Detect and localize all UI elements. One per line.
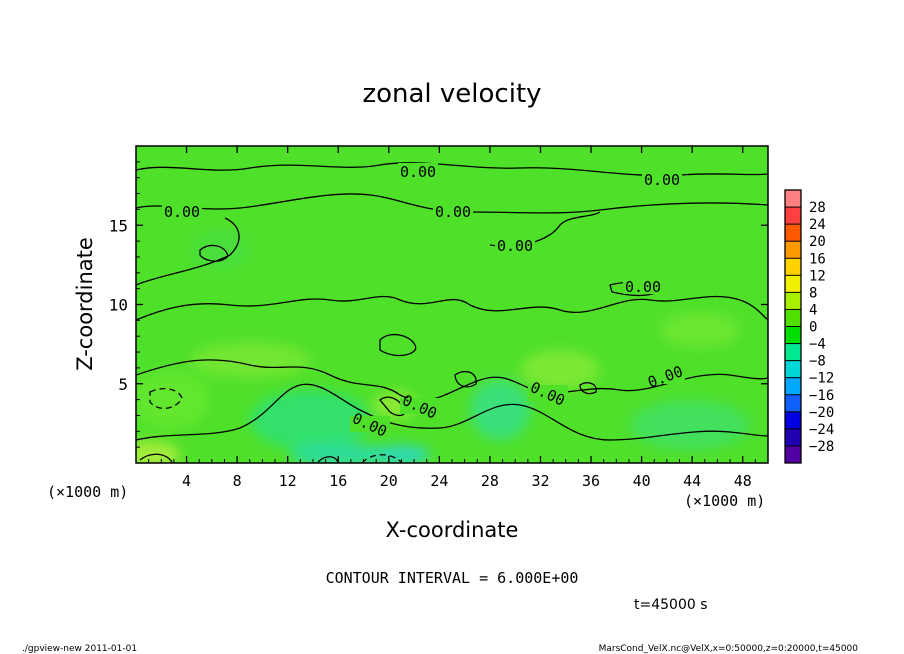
x-axis-label: X-coordinate <box>386 518 519 542</box>
heatmap-field <box>136 146 768 463</box>
colorbar-swatch <box>785 411 801 430</box>
y-axis: 5 10 15 <box>109 161 768 448</box>
chart-title: zonal velocity <box>362 79 541 109</box>
colorbar-swatch <box>785 241 801 259</box>
contour-label: 0.00 <box>625 278 661 296</box>
contour-label: 0.00 <box>400 163 436 181</box>
y-tick-label: 5 <box>118 375 128 394</box>
contour-label: 0.00 <box>644 171 680 189</box>
y-tick-label: 15 <box>109 216 128 235</box>
colorbar-label: 16 <box>809 251 826 267</box>
x-tick-label: 48 <box>734 472 752 490</box>
footer-right: MarsCond_VelX.nc@VelX,x=0:50000,z=0:2000… <box>599 644 859 654</box>
colorbar-label: −12 <box>809 371 834 387</box>
x-tick-label: 24 <box>430 472 448 490</box>
colorbar-swatch <box>785 190 801 208</box>
colorbar-label: −16 <box>809 388 834 404</box>
contour-label: 0.00 <box>435 203 471 221</box>
colorbar-swatch <box>785 292 801 310</box>
x-unit-left: (×1000 m) <box>47 483 128 501</box>
colorbar-label: −24 <box>809 422 834 438</box>
contour-labels: 0.00 0.00 0.00 0.00 0.00 0.00 0.00 0.00 … <box>162 163 685 441</box>
contour-interval-text: CONTOUR INTERVAL = 6.000E+00 <box>326 569 579 587</box>
colorbar-label: 12 <box>809 268 826 284</box>
colorbar-label: 8 <box>809 285 817 301</box>
colorbar-label: 28 <box>809 200 826 216</box>
colorbar-swatch <box>785 428 801 447</box>
x-unit-right: (×1000 m) <box>684 492 765 510</box>
colorbar-label: −8 <box>809 354 826 370</box>
colorbar-swatch <box>785 207 801 225</box>
y-axis-label: Z-coordinate <box>73 237 97 371</box>
x-tick-label: 8 <box>233 472 242 490</box>
colorbar-swatch <box>785 377 801 396</box>
colorbar-swatch <box>785 360 801 379</box>
x-tick-label: 16 <box>329 472 347 490</box>
colorbar-swatch <box>785 326 801 345</box>
colorbar-label: 4 <box>809 302 817 318</box>
x-tick-label: 4 <box>182 472 191 490</box>
colorbar-swatch <box>785 275 801 293</box>
colorbar-swatch <box>785 394 801 413</box>
colorbar-swatch <box>785 343 801 362</box>
colorbar-label: −20 <box>809 405 834 421</box>
x-tick-label: 40 <box>633 472 651 490</box>
time-text: t=45000 s <box>634 597 708 613</box>
colorbar-swatch <box>785 258 801 276</box>
colorbar-swatch <box>785 309 801 327</box>
contour-label: 0.00 <box>164 203 200 221</box>
colorbar-label: −4 <box>809 337 826 353</box>
x-axis: 4 8 12 16 20 24 28 32 36 40 44 48 <box>148 146 756 490</box>
x-tick-label: 28 <box>481 472 499 490</box>
y-tick-label: 10 <box>109 296 128 315</box>
colorbar-swatch <box>785 224 801 242</box>
footer-left: ./gpview-new 2011-01-01 <box>22 644 137 654</box>
x-tick-label: 44 <box>683 472 701 490</box>
x-tick-label: 12 <box>279 472 297 490</box>
x-tick-label: 32 <box>531 472 549 490</box>
contour-label: 0.00 <box>497 237 533 255</box>
x-tick-label: 20 <box>380 472 398 490</box>
colorbar-label: 20 <box>809 234 826 250</box>
colorbar-label: 0 <box>809 320 817 336</box>
x-tick-label: 36 <box>582 472 600 490</box>
colorbar-swatch <box>785 445 801 464</box>
colorbar-label: 24 <box>809 217 826 233</box>
colorbar-label: −28 <box>809 439 834 455</box>
